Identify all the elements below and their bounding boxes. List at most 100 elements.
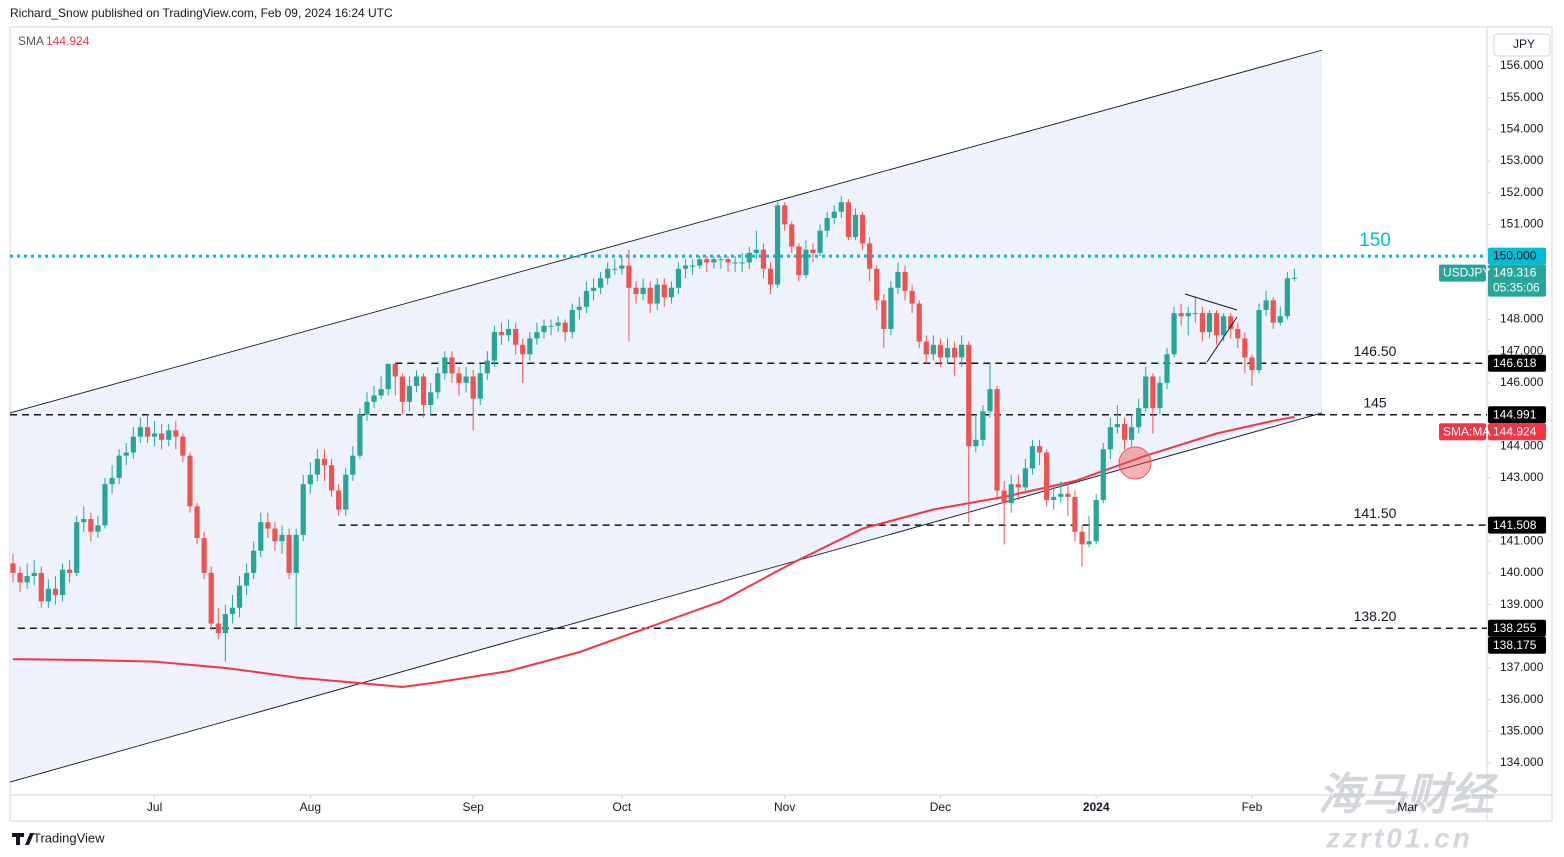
candle-body [541,325,547,333]
price-tag-label: 138.255 [1493,621,1537,635]
candle-body [67,569,73,573]
candle-body [789,224,795,247]
y-tick-label: 143.000 [1500,470,1544,484]
candle-body [1199,313,1205,333]
y-tick-label: 153.000 [1500,153,1544,167]
candle-body [498,332,505,336]
candle-body [534,332,540,339]
candle-body [166,430,172,440]
candle-body [1058,493,1064,497]
candle-body [1072,496,1078,532]
candle-body [1150,376,1156,409]
candle-body [987,389,993,412]
candle-body [413,376,420,386]
candle-body [59,569,66,596]
candle-body [739,262,745,264]
indicator-value: 144.924 [46,34,90,48]
candle-body [194,506,200,539]
candle-body [612,268,618,270]
candle-body [902,271,908,291]
price-tag-label: 144.991 [1493,407,1537,421]
candle-body [916,303,922,342]
candle-body [364,401,370,415]
candle-body [484,360,490,374]
candle-body [1277,316,1283,323]
candle-body [435,373,441,393]
candle-body [180,436,186,456]
candle-body [711,259,717,263]
plot-area: 150 146.50 145 141.50 138.20 [9,49,1487,783]
candle-body [583,290,590,307]
candle-body [130,436,136,453]
x-tick-label: 2024 [1083,800,1110,814]
candle-body [279,534,285,542]
candle-body [222,614,228,634]
y-tick-label: 148.000 [1500,312,1544,326]
y-tick-label: 144.000 [1500,438,1544,452]
sma-line [12,415,1295,688]
candle-body [88,519,94,532]
y-tick-label: 136.000 [1500,692,1544,706]
candle-body [272,528,278,542]
candle-body [236,585,243,608]
candle-body [1114,423,1121,428]
level-label: 138.20 [1354,608,1397,624]
candle-body [767,268,774,285]
candle-body [732,262,738,264]
candle-body [1051,496,1057,501]
candle-body [605,268,611,279]
candle-body [456,373,462,383]
candle-body [421,376,427,405]
countdown: 05:35:06 [1493,281,1540,295]
y-tick-label: 152.000 [1500,185,1544,199]
candle-body [1036,446,1043,453]
candle-body [704,259,710,263]
candle-body [803,249,809,276]
candle-body [930,344,936,355]
candle-body [109,477,115,485]
candle-body [286,534,292,573]
candle-body [753,249,759,253]
candle-body [505,328,512,336]
candle-body [208,572,214,624]
candle-body [1065,493,1071,497]
candle-body [576,306,582,310]
candle-body [1206,313,1213,333]
price-tag-label: 138.175 [1493,638,1537,652]
price-tag [1488,636,1546,654]
candle-body [697,259,703,266]
candle-body [817,230,823,253]
candle-body [1015,484,1021,488]
candle-body [300,484,306,535]
y-tick-label: 137.000 [1500,660,1544,674]
candle-body [555,322,561,326]
candle-body [845,202,851,238]
candle-body [350,455,356,475]
candle-body [229,607,236,615]
candle-body [442,357,448,374]
candle-body [548,325,554,327]
candle-body [661,284,667,298]
pennant-line [1184,293,1238,311]
symbol-tag-label: USDJPY [1443,266,1490,280]
candle-body [470,376,476,399]
candle-body [909,290,915,304]
candle-body [527,338,533,355]
candle-body [852,214,859,238]
candle-body [102,484,108,526]
candle-body [1171,313,1177,355]
candle-body [859,214,866,244]
symbol-tag [1439,264,1486,282]
candle-body [406,385,413,402]
sma-tag [1439,423,1486,441]
candle-body [874,268,880,301]
y-tick-label: 151.000 [1500,217,1544,231]
candle-body [81,519,87,523]
candle-body [619,265,625,269]
price-tag-label: 146.618 [1493,356,1537,370]
currency-box[interactable] [1493,33,1551,57]
candle-body [675,268,682,288]
candle-body [923,341,929,355]
level-label: 145 [1363,394,1387,410]
candle-body [392,363,398,377]
